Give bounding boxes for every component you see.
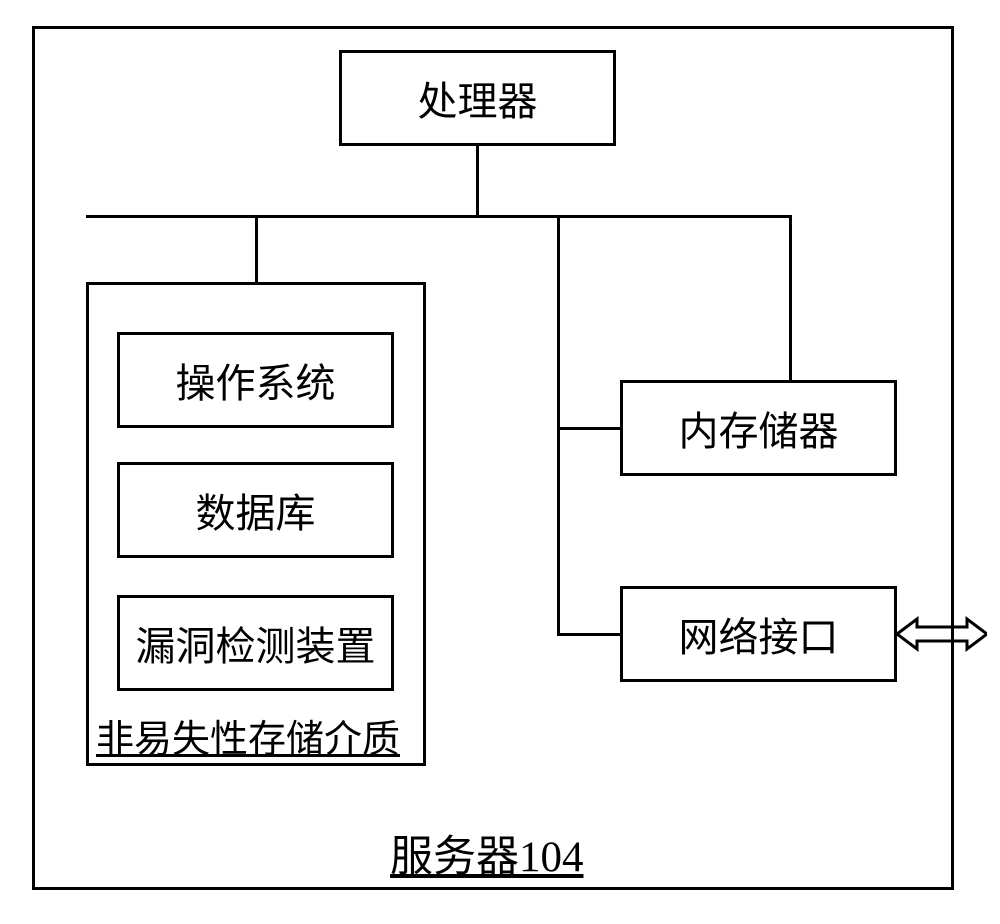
connector-mem-up — [789, 216, 792, 382]
connector-proc-down — [476, 146, 479, 218]
network-box: 网络接口 — [620, 586, 897, 682]
os-box: 操作系统 — [117, 332, 394, 428]
database-label: 数据库 — [196, 481, 316, 539]
os-label: 操作系统 — [176, 351, 336, 409]
connector-bus-h — [86, 215, 792, 218]
nvstorage-label: 非易失性存储介质 — [96, 708, 400, 763]
server-caption: 服务器104 — [390, 822, 584, 884]
connector-nv-up — [255, 216, 258, 284]
memory-box: 内存储器 — [620, 380, 897, 476]
connector-mem-h — [558, 427, 622, 430]
vuln-detect-box: 漏洞检测装置 — [117, 595, 394, 691]
processor-label: 处理器 — [418, 69, 538, 127]
network-label: 网络接口 — [679, 605, 839, 663]
memory-label: 内存储器 — [679, 399, 839, 457]
processor-box: 处理器 — [339, 50, 616, 146]
vuln-detect-label: 漏洞检测装置 — [136, 614, 376, 672]
database-box: 数据库 — [117, 462, 394, 558]
bidir-arrow-icon — [897, 616, 987, 652]
connector-right-vert — [557, 216, 560, 636]
connector-net-h — [558, 633, 622, 636]
